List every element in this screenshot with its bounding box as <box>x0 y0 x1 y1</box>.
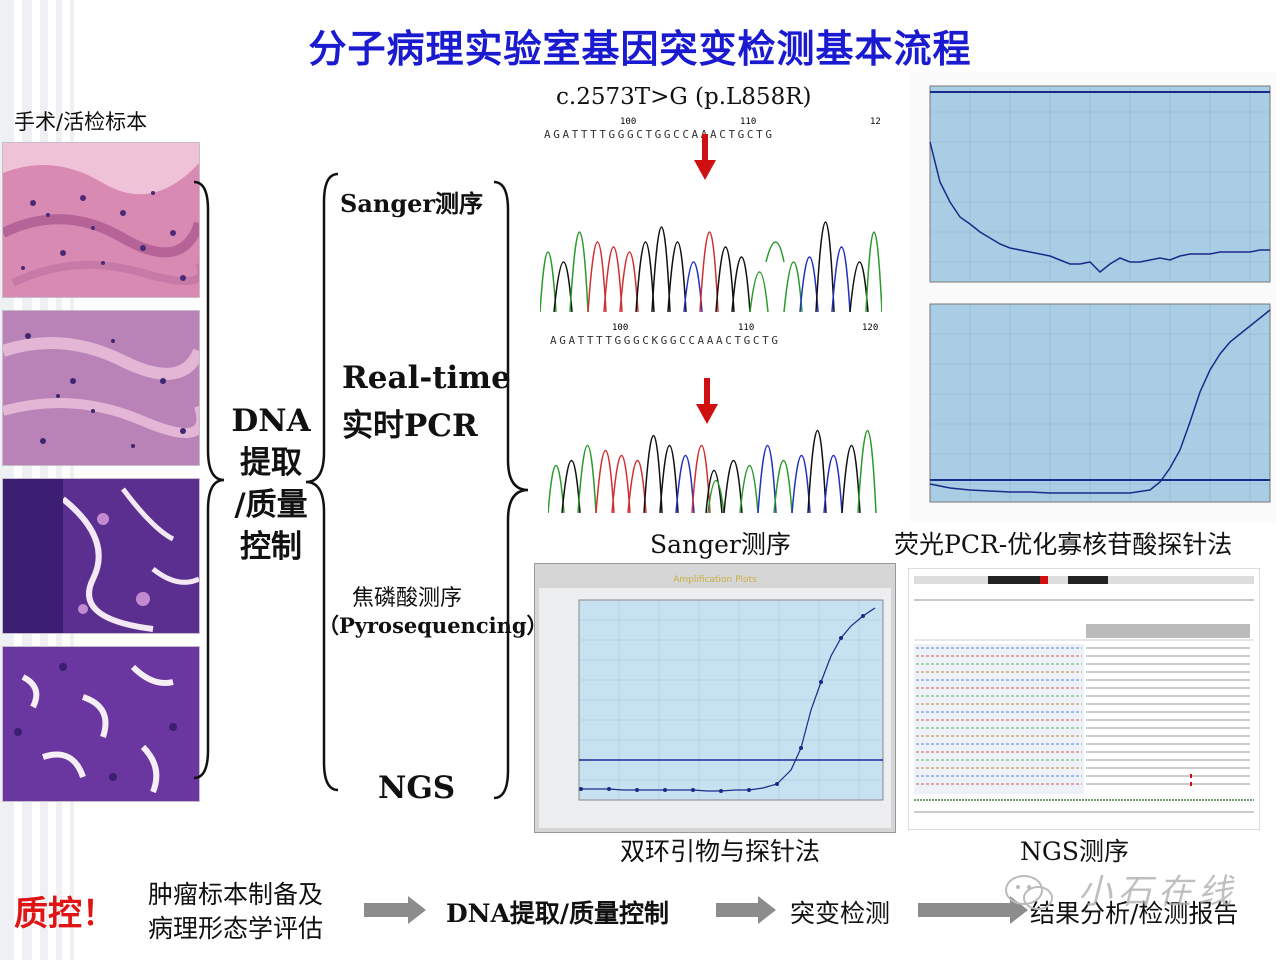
tissue-image-3 <box>2 478 200 634</box>
sanger-tick-bottom-2: 110 <box>738 323 754 333</box>
method-pyro-cn: 焦磷酸测序 <box>352 586 463 611</box>
sanger-tick-top-1: 100 <box>620 117 636 127</box>
amplification-plot: Amplification Plots <box>534 563 896 833</box>
plot-area-bottom <box>929 303 1271 503</box>
flow-arrow-2 <box>716 896 776 924</box>
amp-curve <box>581 607 876 792</box>
caption-ngs: NGS测序 <box>1020 837 1129 866</box>
sanger-chromatogram-mutant: 100 110 120 AGATTTTGGGCKGGCCAAACTGCTG <box>548 323 878 514</box>
sanger-tick-top-2: 110 <box>740 117 756 127</box>
flow-step-dna: DNA提取/质量控制 <box>446 899 670 928</box>
dna-step-line-3: /质量 <box>234 487 308 523</box>
ngs-reads <box>914 644 1254 794</box>
dna-step-line-2: 提取 <box>240 445 302 481</box>
sanger-chromatogram-wildtype: 100 110 12 AGATTTTGGGCTGGCCAAACTGCTG <box>540 117 882 313</box>
flow-arrow-1 <box>364 896 426 924</box>
caption-scorpion: 双环引物与探针法 <box>620 837 821 866</box>
method-realtime-cn: 实时PCR <box>342 408 478 444</box>
mutation-arrow-bottom <box>696 378 718 424</box>
dna-step-line-1: DNA <box>231 403 311 439</box>
watermark-text: 小石在线 <box>1078 872 1238 912</box>
curve-bottom <box>929 309 1271 494</box>
caption-taqman: 荧光PCR-优化寡核苷酸探针法 <box>894 530 1233 559</box>
flow-step-specimen-line-1: 肿瘤标本制备及 <box>148 880 324 909</box>
tissue-image-1 <box>2 142 200 298</box>
caption-sanger: Sanger测序 <box>650 530 791 559</box>
tissue-image-2 <box>2 310 200 466</box>
dna-step-line-4: 控制 <box>240 529 302 565</box>
mutation-arrow-top <box>694 134 716 180</box>
flow-step-report: 结果分析/检测报告 <box>1030 899 1239 928</box>
plot-area-top <box>929 85 1271 283</box>
flow-step-specimen-line-2: 病理形态学评估 <box>148 914 324 943</box>
method-pyro-en: （Pyrosequencing） <box>318 613 548 638</box>
amp-plot-title: Amplification Plots <box>673 575 757 585</box>
flow-step-specimen: 肿瘤标本制备及 病理形态学评估 <box>148 878 323 946</box>
mutation-label: c.2573T>G (p.L858R) <box>556 84 812 110</box>
wechat-watermark-icon <box>1005 875 1053 910</box>
curve-top <box>929 141 1270 274</box>
ngs-igv-view <box>908 568 1260 830</box>
page-title: 分子病理实验室基因突变检测基本流程 <box>308 27 972 71</box>
dna-extraction-step: DNA 提取 /质量 控制 <box>230 400 312 568</box>
realtime-pcr-plots <box>910 72 1276 522</box>
sanger-tick-bottom-1: 100 <box>612 323 628 333</box>
specimen-label: 手术/活检标本 <box>14 110 148 134</box>
sanger-seq-top: AGATTTTGGGCTGGCCAAACTGCTG <box>544 128 775 141</box>
flow-arrow-3 <box>918 896 1028 924</box>
qc-label: 质控！ <box>14 894 116 934</box>
methods-left-brace <box>305 172 339 792</box>
specimen-brace <box>193 180 225 780</box>
sanger-tick-bottom-3: 120 <box>862 323 878 333</box>
sanger-seq-bottom: AGATTTTGGGCKGGCCAAACTGCTG <box>550 334 781 347</box>
flow-step-detection: 突变检测 <box>790 899 891 928</box>
method-realtime-en: Real-time <box>342 360 511 396</box>
tissue-image-4 <box>2 646 200 802</box>
sanger-tick-top-3: 12 <box>870 117 881 127</box>
methods-right-brace <box>493 180 529 800</box>
method-ngs: NGS <box>378 770 456 806</box>
method-sanger: Sanger测序 <box>340 189 484 218</box>
